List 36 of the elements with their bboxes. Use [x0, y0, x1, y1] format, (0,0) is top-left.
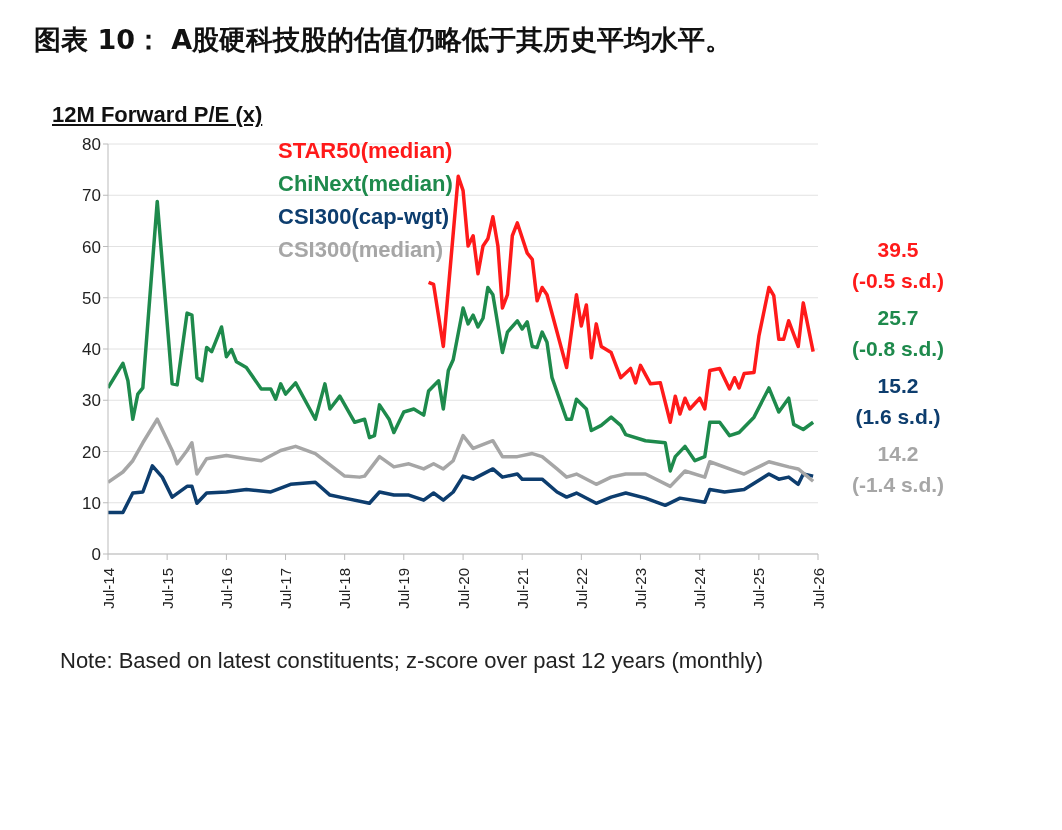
y-tick-label: 40	[82, 340, 101, 360]
x-tick-label: Jul-24	[691, 568, 709, 609]
y-tick-label: 70	[82, 186, 101, 206]
y-tick-label: 20	[82, 442, 101, 462]
chart-title: 图表 10： A股硬科技股的估值仍略低于其历史平均水平。	[34, 23, 734, 57]
text: CSI300(median)	[278, 236, 445, 264]
x-tick-label: Jul-18	[336, 568, 354, 609]
x-tick-label: Jul-16	[217, 568, 235, 609]
line-series	[108, 199, 815, 473]
text: 39.5 (-0.5 s.d.)	[850, 237, 946, 294]
x-tick-label: Jul-17	[277, 568, 295, 609]
x-tick-label: Jul-22	[572, 568, 590, 609]
x-tick-label: Jul-19	[395, 568, 413, 609]
y-tick-label: 60	[82, 237, 101, 257]
x-tick-label: Jul-25	[750, 568, 768, 609]
text: Note: Based on latest constituents; z-score over past 12 years (monthly)	[60, 648, 765, 674]
x-tick-label: Jul-23	[631, 568, 649, 609]
x-tick-label: Jul-26	[809, 568, 827, 609]
series-label: STAR50(median)	[278, 137, 453, 165]
x-tick-label: Jul-14	[99, 568, 117, 609]
y-tick-label: 0	[91, 545, 101, 565]
y-tick-label: 30	[82, 391, 101, 411]
text: 14.2 (-1.4 s.d.)	[850, 441, 946, 498]
y-tick-label: 50	[82, 288, 101, 308]
text: 25.7 (-0.8 s.d.)	[850, 305, 946, 362]
text: CSI300(cap-wgt)	[278, 203, 451, 231]
y-axis-title: 12M Forward P/E (x)	[52, 102, 264, 128]
line-series	[108, 417, 815, 489]
x-tick-label: Jul-15	[158, 568, 176, 609]
y-tick-label: 10	[82, 493, 101, 513]
line-series	[108, 464, 815, 515]
y-tick-label: 80	[82, 135, 101, 155]
text: ChiNext(median)	[278, 170, 453, 198]
text: 15.2 (1.6 s.d.)	[854, 373, 942, 430]
x-tick-label: Jul-21	[513, 568, 531, 609]
x-tick-label: Jul-20	[454, 568, 472, 609]
